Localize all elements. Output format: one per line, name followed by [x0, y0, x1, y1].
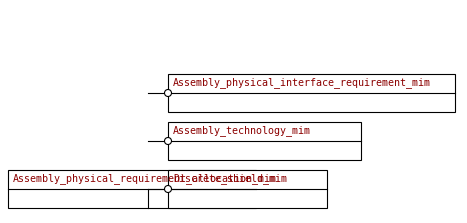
- Circle shape: [164, 186, 171, 192]
- FancyBboxPatch shape: [168, 74, 455, 112]
- Circle shape: [164, 89, 171, 97]
- Text: Discrete_shield_mim: Discrete_shield_mim: [173, 173, 287, 184]
- FancyBboxPatch shape: [168, 170, 327, 208]
- Circle shape: [164, 138, 171, 145]
- FancyBboxPatch shape: [168, 122, 361, 160]
- Text: Assembly_physical_interface_requirement_mim: Assembly_physical_interface_requirement_…: [173, 77, 431, 88]
- Text: Assembly_physical_requirement_allocation_mim: Assembly_physical_requirement_allocation…: [13, 173, 277, 184]
- FancyBboxPatch shape: [8, 170, 256, 208]
- Text: Assembly_technology_mim: Assembly_technology_mim: [173, 125, 311, 136]
